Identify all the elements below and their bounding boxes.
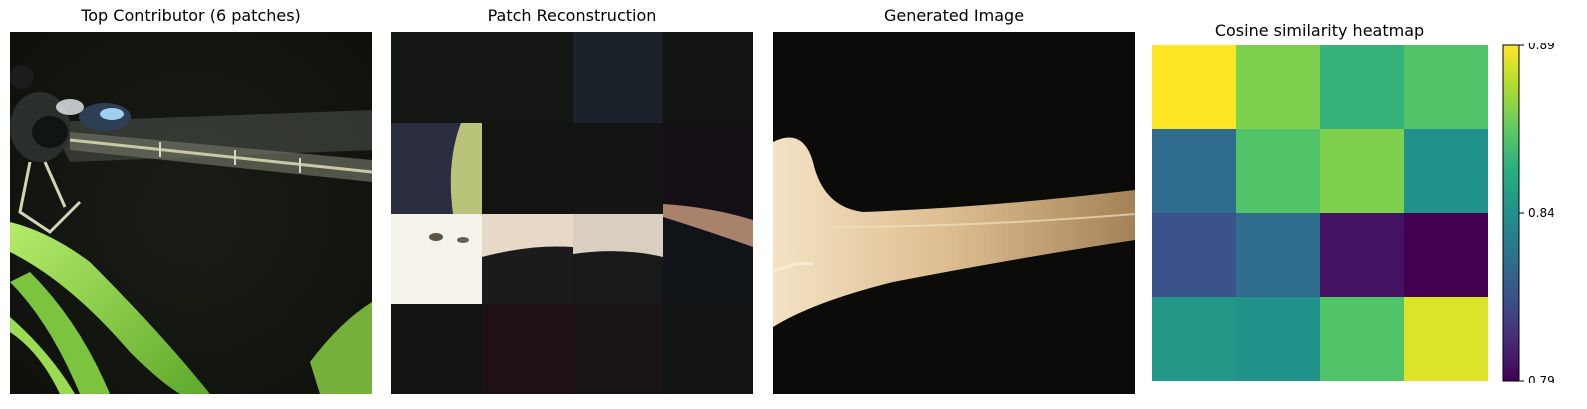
heatmap-cell-r2-c2	[1320, 213, 1405, 298]
contributor-title: Top Contributor (6 patches)	[81, 6, 301, 25]
heatmap-cell-r3-c3	[1404, 297, 1488, 381]
heatmap-grid	[1152, 45, 1488, 381]
contributor-image	[10, 32, 372, 394]
heatmap-cell-r2-c1	[1236, 213, 1321, 298]
heatmap-cell-r0-c1	[1236, 45, 1321, 130]
colorbar-tick-label-0: 0.79	[1528, 374, 1555, 383]
heatmap-cell-r1-c0	[1152, 129, 1237, 214]
heatmap-cell-r3-c2	[1320, 297, 1405, 381]
colorbar-tick-label-1: 0.84	[1528, 206, 1555, 220]
heatmap-cell-r2-c0	[1152, 213, 1237, 298]
heatmap-cell-r1-c2	[1320, 129, 1405, 214]
colorbar-tick-label-2: 0.89	[1528, 43, 1555, 52]
heatmap-title: Cosine similarity heatmap	[1214, 21, 1425, 40]
heatmap-cell-r2-c3	[1404, 213, 1488, 298]
heatmap-cell-r3-c0	[1152, 297, 1237, 381]
heatmap-cell-r1-c1	[1236, 129, 1321, 214]
heatmap-cell-r1-c3	[1404, 129, 1488, 214]
colorbar: 0.79 0.84 0.89	[1502, 43, 1555, 383]
heatmap-cell-r0-c2	[1320, 45, 1405, 130]
reconstruction-image	[391, 32, 753, 394]
generated-title: Generated Image	[883, 6, 1025, 25]
heatmap-cell-r0-c3	[1404, 45, 1488, 130]
colorbar-gradient	[1502, 44, 1520, 382]
heatmap-cell-r0-c0	[1152, 45, 1237, 130]
heatmap-cell-r3-c1	[1236, 297, 1321, 381]
reconstruction-title: Patch Reconstruction	[487, 6, 657, 25]
generated-image	[773, 32, 1135, 394]
